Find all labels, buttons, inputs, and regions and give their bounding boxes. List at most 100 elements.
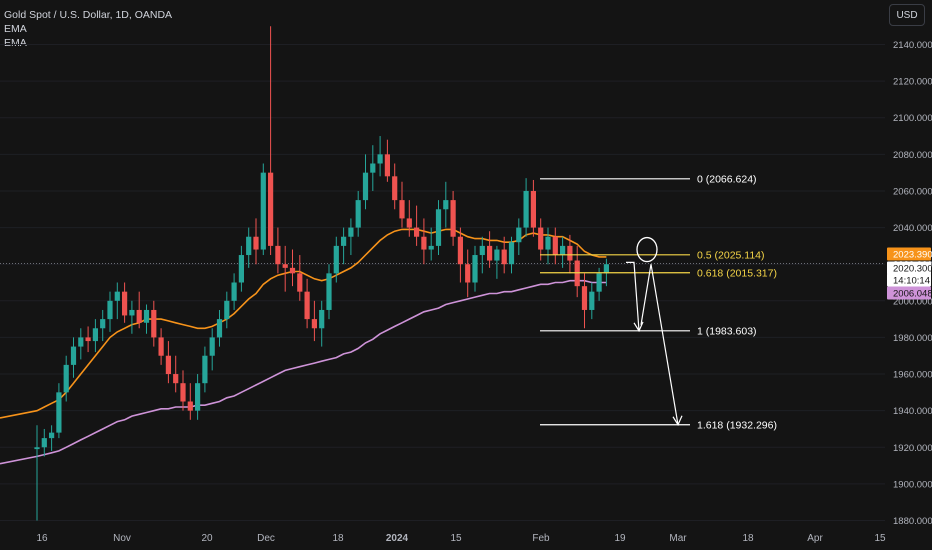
- candle-body: [399, 200, 405, 219]
- ema-slow-line: [0, 279, 607, 465]
- y-tick-label: 2040.000: [893, 223, 932, 234]
- symbol-title[interactable]: Gold Spot / U.S. Dollar, 1D, OANDA: [4, 9, 173, 21]
- candle-body: [49, 432, 55, 439]
- candle-body: [319, 309, 325, 329]
- candle-body: [443, 200, 449, 210]
- y-tick-label: 2100.000: [893, 113, 932, 124]
- candle-body: [494, 249, 500, 261]
- candle-body: [275, 245, 281, 265]
- candle-body: [202, 355, 208, 384]
- candle-body: [457, 236, 463, 265]
- candle-body: [195, 383, 201, 411]
- candle-body: [304, 291, 310, 320]
- candle-body: [92, 328, 98, 342]
- candle-body: [100, 319, 106, 329]
- candle-body: [289, 267, 296, 274]
- candle-body: [552, 236, 558, 256]
- arrow-head-2: [672, 415, 683, 427]
- candle-body: [487, 245, 493, 261]
- x-tick-label: 16: [36, 533, 48, 544]
- candle-body: [508, 242, 515, 265]
- candle-body: [165, 355, 171, 375]
- fibonacci-tool[interactable]: 0 (2066.624) 0.5 (2025.114) 0.618 (2015.31…: [540, 174, 777, 432]
- candle-body: [362, 172, 369, 201]
- x-tick-label: 15: [450, 533, 462, 544]
- x-tick-label: Feb: [532, 533, 550, 544]
- x-tick-label: 18: [332, 533, 344, 544]
- candle-body: [34, 447, 40, 450]
- y-tick-label: 2000.000: [893, 296, 932, 307]
- candle-body: [538, 227, 544, 250]
- ema-indicator-1[interactable]: EMA: [4, 23, 27, 35]
- candle-body: [428, 245, 434, 250]
- x-tick-label: 2024: [386, 533, 409, 544]
- candle-body: [377, 154, 383, 164]
- candle-body: [501, 249, 507, 265]
- candle-body: [136, 309, 142, 323]
- x-tick-label: 20: [201, 533, 213, 544]
- candle-body: [435, 209, 442, 246]
- x-tick-label: Nov: [113, 533, 131, 544]
- y-tick-label: 2140.000: [893, 40, 932, 51]
- candle-body: [268, 172, 274, 246]
- candle-body: [63, 364, 69, 393]
- candle-body: [311, 319, 317, 329]
- arrow-head-1: [633, 321, 644, 333]
- fib-level-label: 0 (2066.624): [697, 174, 757, 186]
- y-tick-label: 2060.000: [893, 186, 932, 197]
- candle-body: [70, 346, 77, 365]
- candle-body: [224, 300, 230, 320]
- chart-legend: Gold Spot / U.S. Dollar, 1D, OANDA EMA E…: [4, 8, 172, 50]
- candle-body: [173, 374, 179, 384]
- candle-body: [370, 163, 376, 173]
- x-tick-label: 18: [742, 533, 754, 544]
- projection-arrows[interactable]: [626, 261, 683, 427]
- candle-body: [348, 227, 354, 237]
- candle-body: [581, 286, 588, 310]
- candle-body: [122, 291, 128, 316]
- candle-body: [465, 264, 471, 283]
- fib-level-label: 1.618 (1932.296): [697, 420, 777, 432]
- candle-body: [392, 176, 398, 201]
- candle-body: [238, 255, 244, 283]
- arrow-to-level-1[interactable]: [626, 261, 640, 331]
- candle-body: [596, 273, 602, 292]
- candle-body: [530, 190, 536, 228]
- candle-body: [209, 337, 215, 356]
- candle-body: [41, 438, 47, 448]
- x-axis-ticks: 16 Nov 20 Dec 18 2024 15 Feb 19 Mar 18 Apr 15: [36, 533, 886, 544]
- candle-body: [545, 236, 551, 250]
- candle-body: [421, 236, 427, 250]
- candle-body: [216, 319, 223, 338]
- y-tick-label: 1960.000: [893, 370, 932, 381]
- arrow-to-level-1618[interactable]: [640, 264, 679, 425]
- candle-body: [589, 291, 595, 310]
- countdown-badge-bg: [887, 273, 931, 287]
- ema-fast-line: [0, 228, 607, 419]
- candle-body: [472, 255, 478, 283]
- candle-body: [56, 392, 62, 433]
- candle-body: [560, 245, 566, 256]
- last-price-badge-bg: [887, 261, 931, 275]
- candle-body: [253, 236, 259, 250]
- y-tick-label: 1900.000: [893, 479, 932, 490]
- fib-level-label: 0.5 (2025.114): [697, 250, 765, 262]
- x-tick-label: 15: [874, 533, 886, 544]
- ema-fast-badge: 2023.390: [893, 249, 932, 260]
- candle-body: [523, 190, 529, 228]
- x-tick-label: Mar: [669, 533, 687, 544]
- candle-body: [297, 273, 303, 292]
- y-tick-label: 1920.000: [893, 443, 932, 454]
- circle-marker[interactable]: [636, 236, 658, 263]
- candle-body: [187, 401, 193, 411]
- countdown-badge: 14:10:14: [893, 275, 930, 286]
- ema-fast-badge-bg: [887, 247, 931, 261]
- candle-body: [341, 236, 347, 246]
- currency-button[interactable]: USD: [889, 4, 925, 26]
- y-tick-label: 1940.000: [893, 406, 932, 417]
- candle-body: [414, 227, 420, 237]
- candle-body: [567, 245, 573, 261]
- ema-indicator-2[interactable]: EMA: [4, 37, 27, 49]
